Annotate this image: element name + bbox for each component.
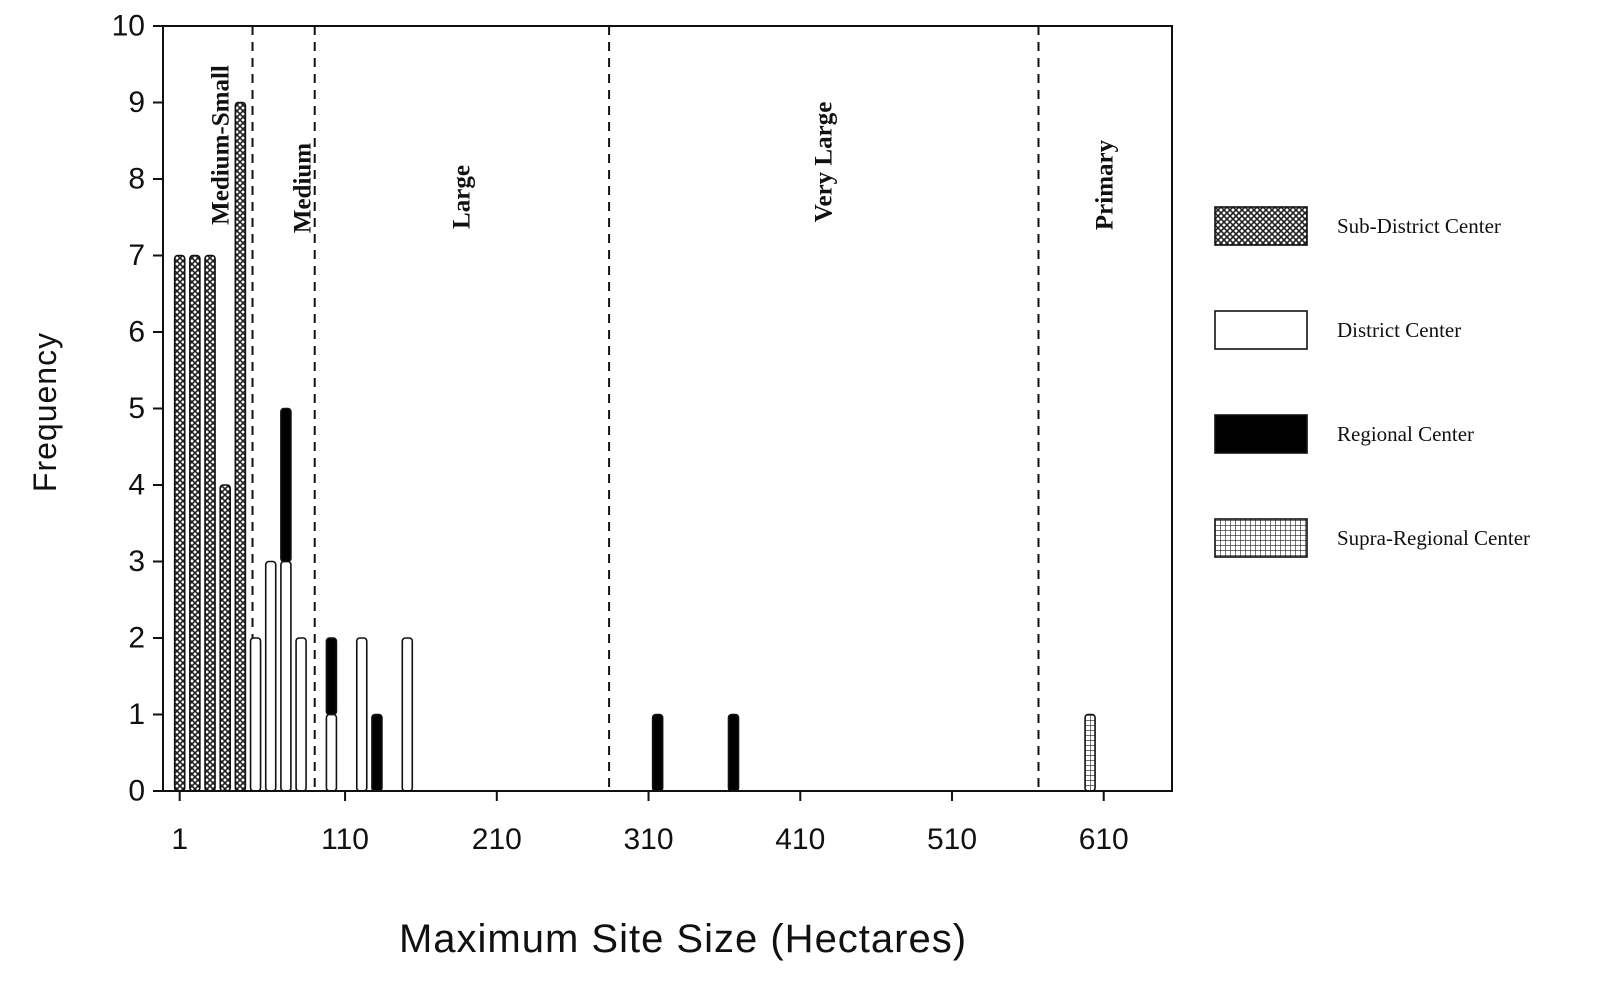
x-tick-label: 510	[927, 823, 977, 856]
zone-label: Very Large	[810, 102, 837, 223]
x-axis-title: Maximum Site Size (Hectares)	[399, 917, 967, 961]
bar	[173, 254, 186, 792]
y-tick-label: 10	[112, 10, 145, 43]
bar	[651, 713, 664, 792]
zone-label: Medium	[290, 143, 317, 233]
y-tick-label: 6	[128, 316, 145, 349]
x-tick-label: 310	[624, 823, 674, 856]
x-tick-label: 610	[1079, 823, 1129, 856]
x-tick-label: 1	[171, 823, 188, 856]
bar	[189, 254, 201, 792]
bar	[325, 637, 338, 716]
zone-label: Large	[448, 165, 475, 229]
bar	[325, 713, 338, 792]
bar	[204, 254, 216, 792]
bar	[295, 637, 307, 792]
legend-label: District Center	[1337, 318, 1461, 342]
y-tick-label: 8	[128, 163, 145, 196]
y-tick-label: 9	[128, 86, 145, 119]
legend-swatch	[1214, 518, 1308, 558]
y-axis-title: Frequency	[27, 332, 63, 492]
bar	[401, 637, 414, 792]
legend-swatch	[1214, 310, 1308, 350]
bar	[249, 637, 262, 792]
bar	[234, 101, 247, 792]
y-tick-label: 0	[128, 775, 145, 808]
y-tick-label: 3	[128, 545, 145, 578]
bar	[280, 560, 292, 792]
zone-label: Medium-Small	[208, 65, 235, 225]
bar	[355, 637, 368, 792]
x-tick-label: 110	[321, 823, 369, 856]
bar	[280, 407, 292, 563]
bar	[1084, 713, 1096, 792]
legend-swatch	[1214, 414, 1308, 454]
y-tick-label: 5	[128, 392, 145, 425]
bar	[727, 713, 740, 792]
x-tick-label: 410	[775, 823, 825, 856]
y-tick-label: 7	[128, 239, 145, 272]
legend-label: Supra-Regional Center	[1337, 526, 1530, 550]
y-tick-label: 1	[128, 698, 145, 731]
y-tick-label: 4	[128, 469, 145, 502]
x-tick-label: 210	[472, 823, 522, 856]
legend-label: Sub-District Center	[1337, 214, 1501, 238]
zone-label: Primary	[1092, 139, 1119, 230]
bar	[371, 713, 383, 792]
legend-label: Regional Center	[1337, 422, 1474, 446]
bar	[219, 484, 232, 792]
legend-swatch	[1214, 206, 1308, 246]
bar	[264, 560, 277, 792]
y-tick-label: 2	[128, 622, 145, 655]
